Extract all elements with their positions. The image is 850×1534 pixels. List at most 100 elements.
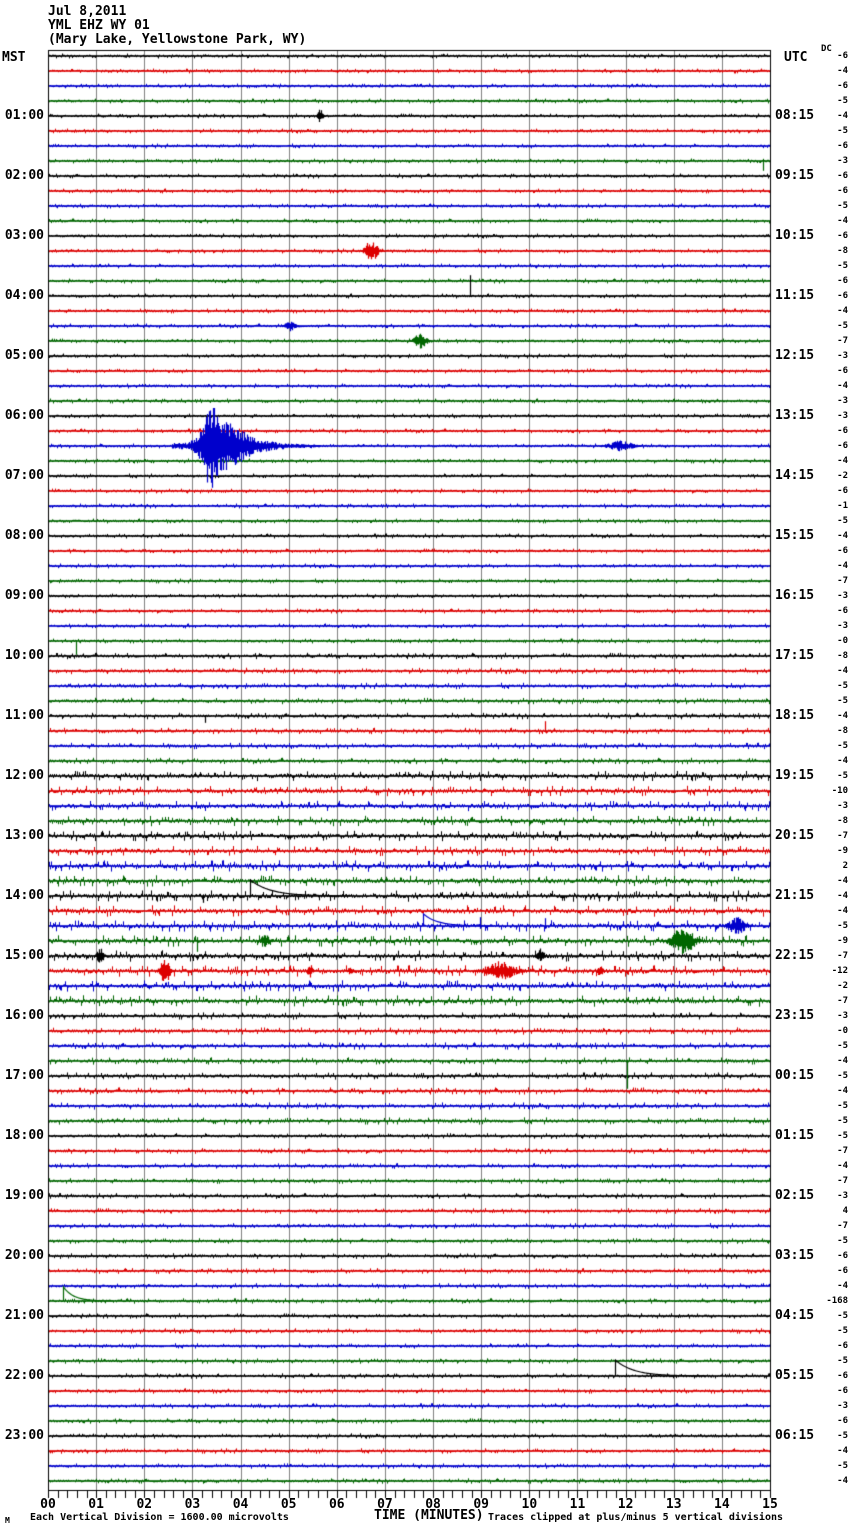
dc-value: -5 — [837, 1116, 848, 1126]
dc-value: -6 — [837, 366, 848, 376]
dc-value: -6 — [837, 276, 848, 286]
dc-value: -12 — [831, 966, 848, 976]
dc-value: -9 — [837, 846, 848, 856]
utc-hour-label: 02:15 — [775, 1188, 815, 1203]
dc-value: -5 — [837, 1431, 848, 1441]
dc-value: -6 — [837, 1386, 848, 1396]
minute-label: 06 — [328, 1497, 345, 1512]
dc-value: -5 — [837, 771, 848, 781]
dc-value: -4 — [837, 456, 848, 466]
dc-value: -4 — [837, 531, 848, 541]
dc-value: -4 — [837, 1161, 848, 1171]
minute-label: 08 — [425, 1497, 441, 1512]
dc-value: -7 — [837, 336, 848, 346]
dc-value: -3 — [837, 156, 848, 166]
utc-hour-label: 01:15 — [775, 1128, 815, 1143]
dc-value: -2 — [837, 471, 848, 481]
dc-value: -0 — [837, 1026, 848, 1036]
dc-value: 2 — [842, 861, 848, 871]
mst-hour-label: 20:00 — [4, 1248, 44, 1263]
dc-value: -5 — [837, 1356, 848, 1366]
dc-value: -1 — [837, 501, 848, 511]
dc-value: -4 — [837, 906, 848, 916]
dc-value: -6 — [837, 1416, 848, 1426]
dc-value: -3 — [837, 1011, 848, 1021]
utc-hour-label: 20:15 — [775, 828, 815, 843]
mst-hour-label: 17:00 — [4, 1068, 44, 1083]
dc-value: -4 — [837, 1056, 848, 1066]
dc-value: -5 — [837, 741, 848, 751]
dc-value: -3 — [837, 396, 848, 406]
station-label: YML EHZ WY 01 — [48, 18, 150, 33]
mst-hour-label: 02:00 — [4, 168, 44, 183]
mst-hour-label: 08:00 — [4, 528, 44, 543]
dc-value: -5 — [837, 321, 848, 331]
minute-label: 09 — [473, 1497, 490, 1512]
time-axis-title: TIME (MINUTES) — [374, 1508, 484, 1523]
minute-label: 14 — [714, 1497, 730, 1512]
dc-value: -7 — [837, 1146, 848, 1156]
dc-value: -6 — [837, 1266, 848, 1276]
utc-hour-label: 03:15 — [775, 1248, 815, 1263]
dc-value: -9 — [837, 936, 848, 946]
dc-value: -0 — [837, 636, 848, 646]
utc-hour-label: 15:15 — [775, 528, 815, 543]
dc-value: -3 — [837, 801, 848, 811]
dc-value: -4 — [837, 111, 848, 121]
dc-value: -8 — [837, 651, 848, 661]
dc-value: -10 — [831, 786, 848, 796]
dc-value: -5 — [837, 1101, 848, 1111]
utc-hour-label: 05:15 — [775, 1368, 815, 1383]
mst-hour-label: 09:00 — [4, 588, 44, 603]
dc-value: -7 — [837, 1176, 848, 1186]
minute-label: 01 — [88, 1497, 104, 1512]
clip-note: Traces clipped at plus/minus 5 vertical … — [488, 1512, 784, 1523]
dc-value: -2 — [837, 981, 848, 991]
dc-value: -5 — [837, 681, 848, 691]
utc-hour-label: 21:15 — [775, 888, 815, 903]
dc-value: -6 — [837, 171, 848, 181]
dc-value: -8 — [837, 726, 848, 736]
dc-value: -5 — [837, 921, 848, 931]
dc-value: -6 — [837, 231, 848, 241]
dc-value: -3 — [837, 351, 848, 361]
dc-value: -7 — [837, 831, 848, 841]
dc-value: -7 — [837, 1221, 848, 1231]
utc-axis-title: UTC — [784, 50, 808, 65]
utc-hour-label: 19:15 — [775, 768, 815, 783]
mst-hour-label: 14:00 — [4, 888, 44, 903]
dc-value: -6 — [837, 606, 848, 616]
minute-label: 05 — [280, 1497, 297, 1512]
dc-value: -6 — [837, 51, 848, 61]
dc-value: -4 — [837, 891, 848, 901]
mst-hour-label: 16:00 — [4, 1008, 44, 1023]
dc-value: -6 — [837, 441, 848, 451]
dc-value: -4 — [837, 1086, 848, 1096]
dc-value: -5 — [837, 1071, 848, 1081]
mst-hour-label: 15:00 — [4, 948, 44, 963]
minute-label: 02 — [136, 1497, 153, 1512]
mst-hour-label: 06:00 — [4, 408, 44, 423]
utc-hour-label: 04:15 — [775, 1308, 815, 1323]
mst-hour-label: 19:00 — [4, 1188, 44, 1203]
dc-value: -168 — [826, 1296, 848, 1306]
dc-value: -5 — [837, 261, 848, 271]
utc-hour-label: 23:15 — [775, 1008, 815, 1023]
mst-hour-label: 23:00 — [4, 1428, 44, 1443]
mst-hour-label: 13:00 — [4, 828, 44, 843]
dc-value: -6 — [837, 291, 848, 301]
dc-value: -4 — [837, 666, 848, 676]
mst-hour-label: 07:00 — [4, 468, 44, 483]
utc-hour-label: 11:15 — [775, 288, 815, 303]
utc-hour-label: 08:15 — [775, 108, 815, 123]
dc-value: -4 — [837, 1476, 848, 1486]
dc-value: -6 — [837, 141, 848, 151]
dc-value: -5 — [837, 1041, 848, 1051]
dc-value: -5 — [837, 1131, 848, 1141]
dc-value: -4 — [837, 216, 848, 226]
dc-value: -6 — [837, 546, 848, 556]
dc-value: -4 — [837, 306, 848, 316]
mst-axis-title: MST — [2, 50, 26, 65]
